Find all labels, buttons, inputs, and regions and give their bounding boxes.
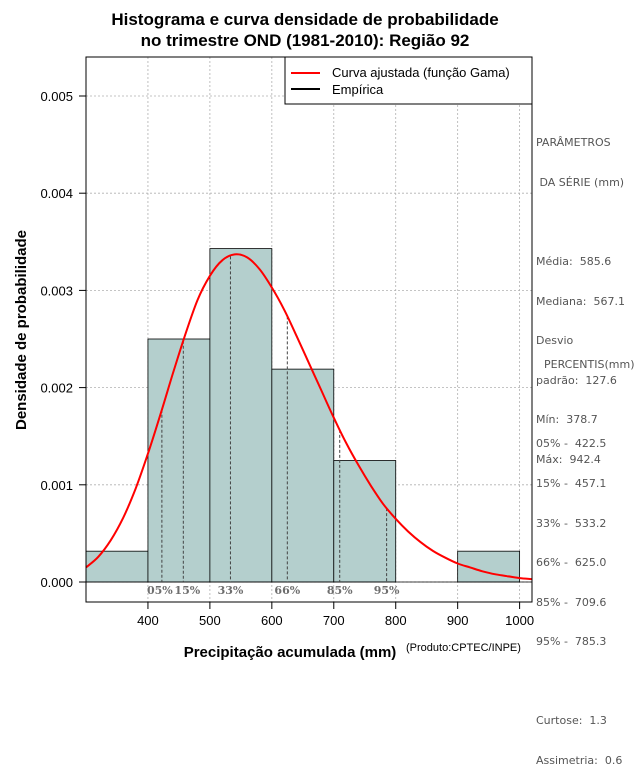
percentil-33: 33% - 533.2 — [536, 516, 607, 530]
percentile-label-95%: 95% — [374, 584, 400, 597]
x-tick-label-4: 800 — [385, 613, 407, 628]
percentile-label-33%: 33% — [218, 584, 244, 597]
y-tick-label-3: 0.003 — [40, 283, 73, 298]
x-tick-label-1: 500 — [199, 613, 221, 628]
percentile-lines — [161, 256, 388, 582]
params-title-line-1: PARÂMETROS — [536, 136, 611, 150]
param-mean: Média: 585.6 — [536, 255, 612, 269]
histogram-bar-3 — [271, 368, 335, 583]
x-tick-label-2: 600 — [261, 613, 283, 628]
percentil-15: 15% - 457.1 — [536, 477, 607, 491]
y-tick-label-1: 0.001 — [40, 478, 73, 493]
percentiles-panel: PERCENTIS(mm) 05% - 422.5 15% - 457.1 33… — [536, 332, 635, 781]
x-axis: 400 500 600 700 800 900 1000 — [137, 602, 534, 628]
percentil-66: 66% - 625.0 — [536, 556, 607, 570]
y-axis: 0.000 0.001 0.002 0.003 0.004 0.005 — [40, 89, 86, 590]
x-tick-label-5: 900 — [447, 613, 469, 628]
percentis-title: PERCENTIS(mm) — [544, 358, 635, 372]
percentil-05: 05% - 422.5 — [536, 437, 607, 451]
percentil-85: 85% - 709.6 — [536, 595, 607, 609]
histogram-bar-2 — [209, 248, 273, 583]
param-median: Mediana: 567.1 — [536, 294, 625, 308]
y-tick-label-2: 0.002 — [40, 381, 73, 396]
stat-kurtosis: Curtose: 1.3 — [536, 714, 607, 728]
chart-title-line-2: no trimestre OND (1981-2010): Região 92 — [141, 31, 470, 50]
legend-curve-label: Curva ajustada (função Gama) — [332, 65, 510, 80]
credit-text: (Produto:CPTEC/INPE) — [406, 642, 521, 654]
histogram-bar-4 — [333, 460, 397, 583]
histogram-bars — [85, 248, 532, 583]
series-parameters-panel: PARÂMETROS DA SÉRIE (mm) Média: 585.6 Me… — [536, 110, 625, 479]
histogram-chart: Histograma e curva densidade de probabil… — [13, 10, 534, 660]
y-tick-label-5: 0.005 — [40, 89, 73, 104]
fitted-gamma-curve — [85, 253, 533, 581]
legend-empirical-label: Empírica — [332, 82, 384, 97]
percentile-labels: 05% 15% 33% 66% 85% 95% — [147, 584, 400, 597]
param-max: Máx: 942.4 — [536, 453, 601, 467]
params-title-line-2: DA SÉRIE (mm) — [536, 176, 625, 190]
param-min: Mín: 378.7 — [536, 413, 598, 427]
x-tick-label-3: 700 — [323, 613, 345, 628]
y-tick-label-4: 0.004 — [40, 186, 73, 201]
histogram-bar-0 — [85, 550, 149, 583]
y-axis-label: Densidade de probabilidade — [13, 230, 30, 430]
x-axis-label: Precipitação acumulada (mm) — [184, 644, 397, 660]
percentil-95: 95% - 785.3 — [536, 635, 607, 649]
percentile-label-85%: 85% — [327, 584, 353, 597]
percentile-label-05%: 05% — [147, 584, 173, 597]
y-tick-label-0: 0.000 — [40, 575, 73, 590]
param-stddev-label: Desvio — [536, 334, 574, 348]
percentile-label-66%: 66% — [274, 584, 300, 597]
stat-skewness: Assimetria: 0.6 — [536, 754, 623, 768]
param-stddev-value: padrão: 127.6 — [536, 373, 617, 387]
percentile-label-15%: 15% — [174, 584, 200, 597]
legend-box — [284, 56, 533, 105]
histogram-bar-1 — [147, 338, 211, 583]
x-tick-label-6: 1000 — [505, 613, 534, 628]
chart-title-line-1: Histograma e curva densidade de probabil… — [111, 10, 498, 29]
x-tick-label-0: 400 — [137, 613, 159, 628]
legend: Curva ajustada (função Gama) Empírica — [284, 56, 533, 105]
